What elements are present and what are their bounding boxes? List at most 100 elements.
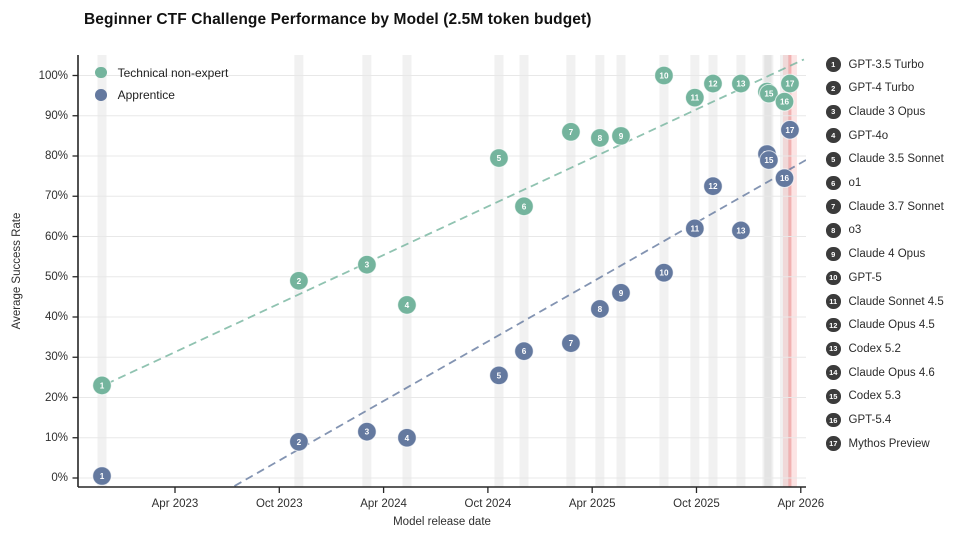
model-legend-item-7: 7 Claude 3.7 Sonnet: [826, 199, 944, 215]
model-legend-item-2: 2 GPT-4 Turbo: [826, 80, 914, 96]
model-legend-item-10: 10 GPT-5: [826, 270, 882, 286]
svg-text:1: 1: [100, 381, 105, 390]
point-apprentice-8: 8: [590, 299, 610, 319]
x-tick-label: Oct 2023: [255, 498, 303, 510]
svg-text:10: 10: [659, 72, 669, 81]
model-number-badge: 4: [826, 128, 841, 143]
release-date-band: [690, 55, 700, 487]
model-legend-item-14: 14 Claude Opus 4.6: [826, 365, 935, 381]
point-technical-non-expert-10: 10: [654, 65, 674, 86]
point-apprentice-17: 17: [780, 120, 800, 140]
model-legend-item-12: 12 Claude Opus 4.5: [826, 317, 935, 333]
model-number-badge: 11: [826, 294, 841, 309]
highlight-band-core: [788, 55, 792, 487]
model-legend-item-4: 4 GPT-4o: [826, 128, 888, 144]
point-technical-non-expert-4: 4: [397, 295, 417, 315]
svg-text:12: 12: [708, 80, 718, 89]
x-tick-label: Apr 2024: [360, 498, 407, 510]
model-legend-item-1: 1 GPT-3.5 Turbo: [826, 57, 924, 73]
point-technical-non-expert-8: 8: [590, 128, 610, 148]
svg-text:7: 7: [569, 339, 574, 348]
svg-text:3: 3: [365, 428, 370, 437]
x-tick-label: Oct 2024: [464, 498, 512, 510]
point-technical-non-expert-5: 5: [489, 148, 509, 168]
model-legend-item-8: 8 o3: [826, 222, 861, 238]
model-legend-item-11: 11 Claude Sonnet 4.5: [826, 294, 944, 310]
svg-text:16: 16: [780, 174, 790, 183]
release-date-band: [595, 55, 605, 487]
release-date-band: [764, 55, 774, 487]
point-apprentice-9: 9: [611, 283, 631, 303]
x-tick-label: Apr 2025: [568, 498, 616, 510]
point-technical-non-expert-6: 6: [514, 196, 534, 217]
model-number-badge: 5: [826, 152, 841, 167]
svg-text:2: 2: [297, 277, 302, 286]
model-legend-label: o1: [848, 177, 862, 189]
trend-line: [234, 159, 806, 487]
svg-text:11: 11: [690, 224, 699, 233]
release-date-band: [780, 55, 790, 487]
svg-text:5: 5: [497, 154, 502, 163]
svg-text:5: 5: [497, 371, 502, 380]
release-date-band: [762, 55, 772, 487]
point-apprentice-5: 5: [489, 365, 509, 386]
model-number-badge: 8: [826, 223, 841, 238]
x-tick-label: Apr 2023: [151, 498, 199, 510]
model-number-badge: 7: [826, 199, 841, 214]
y-tick-label: 30%: [44, 351, 68, 364]
svg-text:11: 11: [690, 94, 699, 103]
model-legend-item-13: 13 Codex 5.2: [826, 341, 901, 357]
point-technical-non-expert-17: 17: [780, 73, 800, 94]
technical-non-expert-dot-icon: [95, 66, 107, 79]
model-number-badge: 17: [826, 436, 841, 451]
svg-text:8: 8: [598, 134, 603, 143]
release-date-band: [736, 55, 746, 487]
model-number-badge: 2: [826, 80, 841, 96]
model-legend-label: Claude 4 Opus: [848, 248, 926, 261]
model-legend-item-15: 15 Codex 5.3: [826, 388, 901, 404]
svg-text:3: 3: [365, 261, 370, 270]
svg-text:17: 17: [785, 80, 795, 89]
svg-text:1: 1: [100, 472, 105, 481]
point-technical-non-expert-15: 15: [759, 83, 779, 104]
svg-text:13: 13: [736, 80, 746, 89]
svg-text:4: 4: [405, 301, 410, 310]
point-apprentice-2: 2: [289, 431, 309, 452]
model-legend-label: Codex 5.2: [848, 342, 901, 355]
svg-text:10: 10: [659, 269, 669, 278]
release-date-band: [616, 55, 626, 487]
model-number-badge: 16: [826, 412, 841, 428]
chart-title: Beginner CTF Challenge Performance by Mo…: [84, 11, 592, 28]
model-legend-label: Claude 3.5 Sonnet: [848, 153, 944, 166]
model-legend-label: GPT-5.4: [848, 414, 892, 426]
svg-text:6: 6: [522, 347, 527, 356]
point-apprentice-11: 11: [685, 218, 705, 239]
svg-text:2: 2: [297, 438, 302, 447]
model-legend-label: Claude Opus 4.6: [848, 366, 935, 379]
series-legend-label: Apprentice: [117, 88, 175, 102]
model-legend-item-9: 9 Claude 4 Opus: [826, 246, 925, 262]
point-apprentice-4: 4: [397, 427, 417, 448]
svg-text:17: 17: [785, 126, 795, 135]
release-date-band: [519, 55, 529, 487]
point-technical-non-expert-11: 11: [685, 87, 705, 108]
release-date-band: [97, 55, 107, 487]
y-tick-label: 60%: [44, 230, 68, 243]
model-number-badge: 13: [826, 341, 841, 357]
point-technical-non-expert-7: 7: [561, 122, 581, 142]
model-legend-label: Claude Sonnet 4.5: [848, 295, 944, 308]
model-legend-label: Codex 5.3: [848, 390, 901, 403]
svg-text:9: 9: [619, 132, 624, 141]
model-number-badge: 15: [826, 389, 841, 404]
x-axis-title: Model release date: [393, 516, 491, 528]
svg-text:13: 13: [736, 226, 746, 235]
point-apprentice-1: 1: [92, 466, 112, 486]
point-apprentice-15: 15: [759, 150, 779, 170]
model-number-badge: 6: [826, 175, 841, 191]
point-apprentice-13: 13: [731, 220, 751, 241]
model-legend-item-3: 3 Claude 3 Opus: [826, 104, 925, 120]
point-apprentice-16: 16: [774, 168, 795, 188]
y-tick-label: 0%: [51, 472, 68, 484]
model-legend-label: GPT-4o: [848, 129, 889, 142]
